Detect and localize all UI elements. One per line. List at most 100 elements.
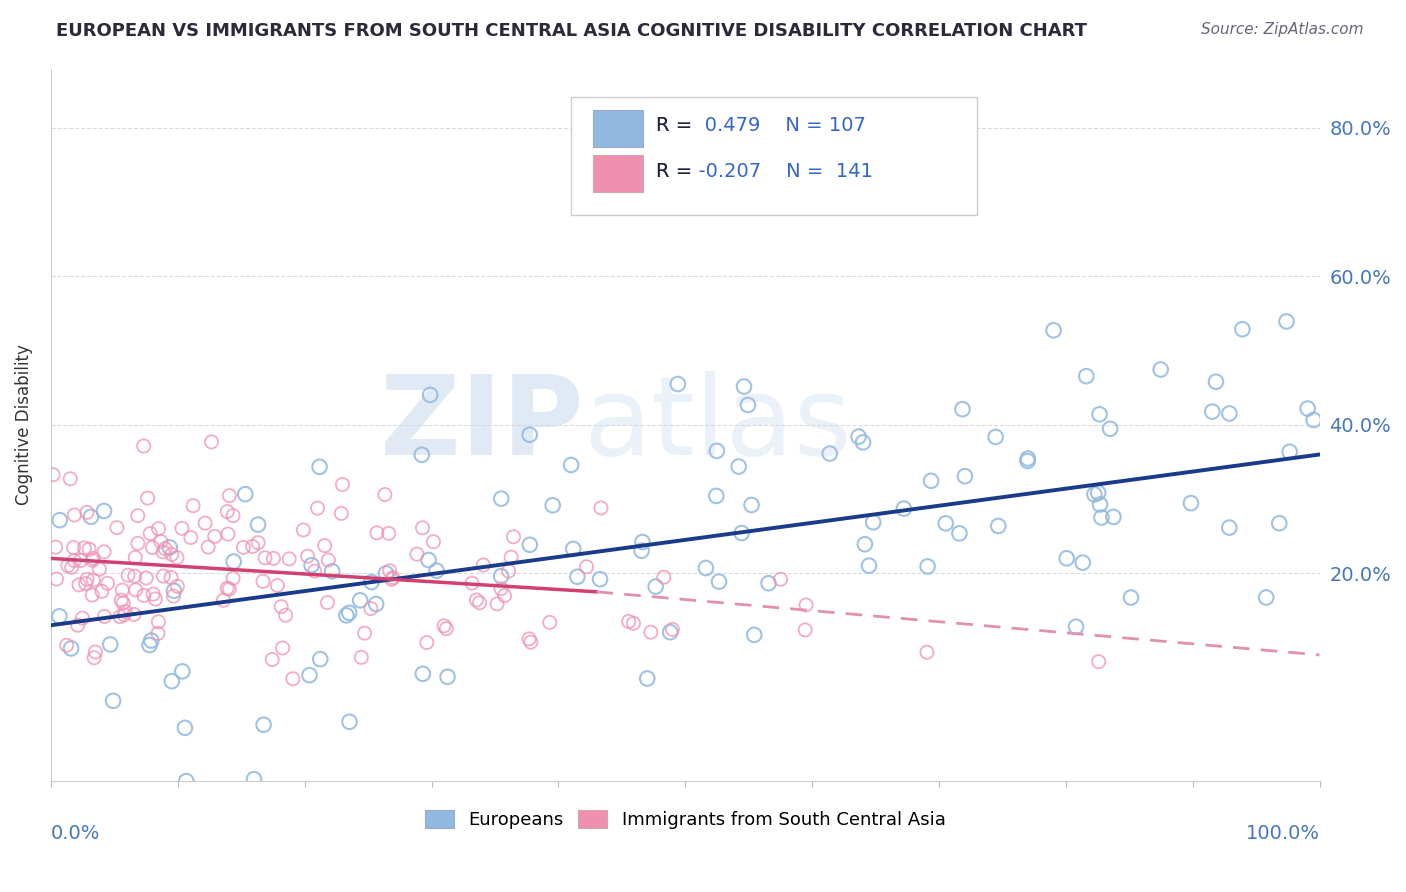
Point [82,573,104,587]
Point [132,589,155,603]
Point [848,430,870,444]
Point [45,572,67,586]
Point [1119,591,1142,605]
Point [416,635,439,649]
Point [426,564,449,578]
Point [181,499,204,513]
Point [1042,323,1064,337]
Point [166,550,188,565]
Point [411,448,433,462]
Point [378,564,401,578]
Text: R =  0.479    N = 107: R = 0.479 N = 107 [657,116,866,135]
FancyBboxPatch shape [593,154,644,192]
Point [194,516,217,531]
Point [727,459,749,474]
Point [567,570,589,584]
Point [163,583,186,598]
Point [1302,413,1324,427]
Point [758,576,780,591]
Point [166,579,188,593]
Point [434,622,457,636]
Point [562,541,585,556]
Point [111,583,134,598]
Point [162,589,184,603]
Text: 0.0%: 0.0% [51,824,100,843]
Point [243,772,266,787]
Point [419,388,441,402]
Point [984,430,1007,444]
Text: Source: ZipAtlas.com: Source: ZipAtlas.com [1201,22,1364,37]
Point [112,607,135,622]
Point [152,545,174,559]
Point [659,625,682,640]
Point [381,571,404,585]
Point [1088,498,1111,512]
Point [349,593,371,607]
Point [318,553,340,567]
Point [704,489,727,503]
Point [174,721,197,735]
Point [83,650,105,665]
Point [472,558,495,572]
Point [55,638,77,652]
Point [332,477,354,491]
Point [316,596,339,610]
Point [149,534,172,549]
Point [486,597,509,611]
Point [67,578,90,592]
Point [308,459,330,474]
Text: atlas: atlas [583,371,852,478]
Point [733,379,755,393]
Point [48,609,70,624]
Point [159,541,181,555]
Point [141,541,163,555]
Point [987,519,1010,533]
Point [122,607,145,622]
Point [262,652,284,666]
Point [160,570,183,584]
Point [1017,451,1039,466]
Point [135,571,157,585]
Point [69,553,91,567]
Point [63,553,86,567]
Point [232,541,254,555]
Point [661,623,683,637]
Point [218,582,240,596]
Point [138,638,160,652]
Point [42,467,65,482]
Point [818,446,841,460]
Point [172,665,194,679]
Point [1232,322,1254,336]
Point [142,587,165,601]
Point [1278,444,1301,458]
Point [76,505,98,519]
Point [794,598,817,612]
Point [636,672,658,686]
Point [1205,375,1227,389]
Point [350,650,373,665]
Point [920,474,942,488]
Text: R =: R = [657,116,699,135]
Point [502,530,524,544]
Point [1201,404,1223,418]
Point [233,487,256,501]
Point [297,549,319,564]
Point [640,625,662,640]
Point [304,564,326,578]
Point [406,547,429,561]
Point [465,593,488,607]
Point [96,576,118,591]
Point [274,608,297,623]
Point [623,616,645,631]
Point [1275,314,1298,328]
Point [1076,369,1098,384]
Point [82,553,104,567]
Point [411,521,433,535]
Point [1180,496,1202,510]
Point [1218,520,1240,534]
Point [148,522,170,536]
Point [917,559,939,574]
Point [270,599,292,614]
Point [666,377,689,392]
Text: R =: R = [657,162,699,181]
